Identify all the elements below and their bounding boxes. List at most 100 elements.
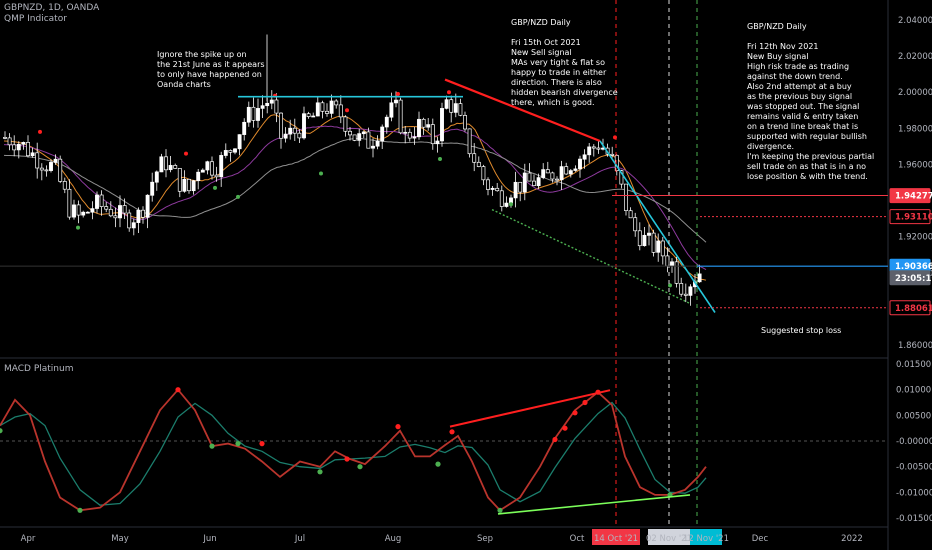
buy-signal-dot xyxy=(213,185,217,190)
candle-body-down xyxy=(228,150,233,153)
candle-body-up xyxy=(426,124,431,128)
candle xyxy=(329,94,334,118)
candle xyxy=(463,111,467,132)
macd-title: MACD Platinum xyxy=(4,364,74,374)
macd-sell-dot xyxy=(259,441,265,447)
candle-body-down xyxy=(3,137,7,139)
candle-body-up xyxy=(417,118,421,138)
candle-body-down xyxy=(679,283,684,295)
macd-sell-dot xyxy=(175,387,181,393)
macd-buy-dot xyxy=(209,443,215,449)
macd-buy-dot xyxy=(435,461,441,467)
candle-body-up xyxy=(265,102,270,107)
candle xyxy=(39,163,44,181)
price-tick-label: 1.92000 xyxy=(898,233,932,243)
candle xyxy=(417,111,421,140)
candle-body-up xyxy=(154,171,159,183)
time-axis-label: Aug xyxy=(385,534,402,544)
candle-body-down xyxy=(338,104,343,118)
candle-body-up xyxy=(72,204,76,218)
candle xyxy=(150,172,155,202)
candle xyxy=(85,211,90,214)
candle xyxy=(651,229,656,257)
candle xyxy=(173,163,178,169)
candle xyxy=(550,171,555,183)
macd-buy-dot xyxy=(357,464,363,470)
candle-body-up xyxy=(541,169,546,178)
candle-body-down xyxy=(532,180,536,186)
candle-body-down xyxy=(486,179,490,190)
candle xyxy=(164,149,168,178)
candle xyxy=(49,159,53,173)
candle xyxy=(421,117,426,135)
candle xyxy=(361,130,366,138)
candle-body-up xyxy=(246,106,251,123)
candle-body-down xyxy=(550,172,555,180)
price-tag-label: 23:05:16 xyxy=(895,274,932,284)
candle xyxy=(315,97,320,117)
candle xyxy=(564,162,569,175)
candle xyxy=(274,93,279,123)
candle-body-down xyxy=(177,168,182,192)
candle-body-up xyxy=(403,131,408,134)
candle xyxy=(141,206,145,224)
candle xyxy=(527,163,532,182)
candle xyxy=(476,156,481,168)
candle-body-up xyxy=(536,177,541,187)
candle-body-down xyxy=(651,232,656,253)
candle xyxy=(200,168,205,173)
candle xyxy=(223,143,228,159)
candle-body-down xyxy=(44,169,49,172)
candle xyxy=(628,207,633,219)
candle xyxy=(486,177,490,196)
candle-body-up xyxy=(242,121,247,135)
timeline-tag-label: 02 Nov '21 xyxy=(646,534,692,544)
candle xyxy=(219,151,224,187)
candle xyxy=(536,173,541,189)
candle xyxy=(12,135,17,157)
time-axis-label: May xyxy=(111,534,129,544)
macd-sell-dot xyxy=(582,399,588,406)
macd-tick-label: -0.00000 xyxy=(896,437,932,447)
price-tick-label: 1.86000 xyxy=(898,341,932,351)
sell-signal-dot xyxy=(396,92,400,96)
candle-body-down xyxy=(292,127,297,134)
candle-body-down xyxy=(297,132,302,139)
candle-body-up xyxy=(444,99,449,109)
candle xyxy=(384,114,389,134)
candle xyxy=(311,112,316,118)
candle-body-down xyxy=(467,128,472,155)
candle xyxy=(403,126,408,144)
macd-tick-label: -0.01500 xyxy=(896,514,932,524)
candle xyxy=(407,128,412,142)
candle xyxy=(559,160,564,190)
sell-signal-dot xyxy=(447,90,451,95)
timeline-tag-label: 14 Oct '21 xyxy=(594,534,638,544)
candle-body-up xyxy=(223,150,228,156)
candle xyxy=(122,198,127,219)
price-tag-label: 1.94277 xyxy=(895,192,932,202)
candle xyxy=(292,118,297,141)
candle xyxy=(504,196,509,208)
candle-body-down xyxy=(334,100,339,106)
candle xyxy=(679,277,684,297)
candle-body-down xyxy=(518,181,523,193)
candle xyxy=(647,224,651,246)
candle xyxy=(596,141,601,154)
macd-sell-dot xyxy=(449,429,455,435)
candle xyxy=(357,128,362,147)
candle xyxy=(269,90,274,110)
candle-body-up xyxy=(95,194,99,209)
candle-body-up xyxy=(53,158,58,163)
candle-body-down xyxy=(325,110,329,114)
candle xyxy=(177,168,182,198)
candle xyxy=(242,118,247,141)
candle xyxy=(95,191,99,214)
candle-body-down xyxy=(122,205,127,214)
candle-body-down xyxy=(683,293,688,296)
candle-body-up xyxy=(219,155,224,178)
candle-body-up xyxy=(490,187,495,190)
candle-body-up xyxy=(522,172,527,193)
macd-sell-dot xyxy=(562,425,568,431)
candle-body-up xyxy=(587,146,592,156)
